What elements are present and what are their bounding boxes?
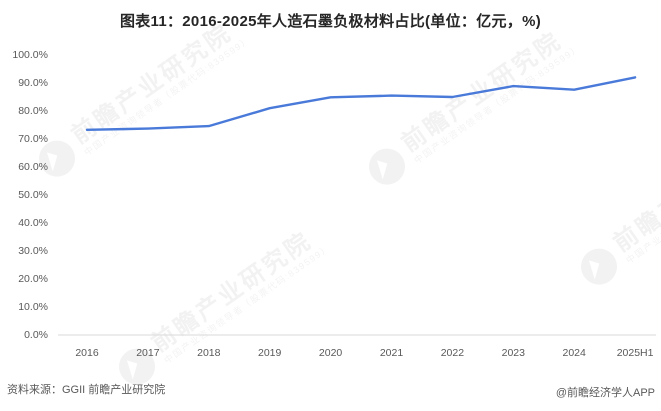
- x-tick-label: 2021: [379, 347, 404, 359]
- y-tick-label: 0.0%: [24, 329, 48, 341]
- source-note: 资料来源：GGII 前瞻产业研究院: [7, 384, 166, 396]
- series-line: [85, 76, 637, 132]
- x-tick-label: 2025H1: [616, 347, 654, 359]
- y-tick-label: 60.0%: [18, 161, 48, 173]
- x-tick-label: 2023: [501, 347, 525, 359]
- y-tick-label: 70.0%: [18, 133, 48, 145]
- x-tick-label: 2017: [136, 347, 160, 359]
- y-tick-label: 90.0%: [18, 77, 48, 89]
- y-tick-label: 30.0%: [18, 245, 48, 257]
- x-tick-label: 2020: [318, 347, 343, 359]
- x-tick-label: 2019: [258, 347, 282, 359]
- x-tick-label: 2018: [197, 347, 221, 359]
- y-tick-label: 40.0%: [18, 217, 48, 229]
- y-tick-label: 50.0%: [18, 189, 48, 201]
- y-tick-label: 100.0%: [12, 49, 48, 61]
- y-tick-label: 80.0%: [18, 105, 48, 117]
- y-tick-label: 10.0%: [18, 301, 48, 313]
- chart-title: 图表11：2016-2025年人造石墨负极材料占比(单位：亿元，%): [119, 13, 542, 30]
- x-tick-label: 2016: [75, 347, 99, 359]
- credit-note: @前瞻经济学人APP: [555, 387, 655, 399]
- x-tick-label: 2024: [562, 347, 586, 359]
- y-tick-label: 20.0%: [18, 273, 48, 285]
- x-tick-label: 2022: [440, 347, 465, 359]
